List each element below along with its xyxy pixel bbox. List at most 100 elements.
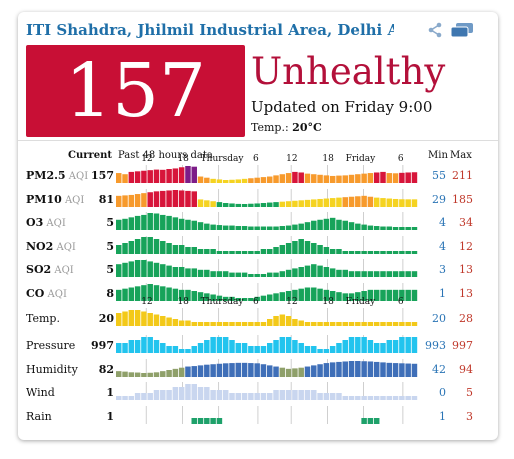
bar bbox=[373, 396, 380, 400]
station-title[interactable]: ITI Shahdra, Jhilmil Industrial Area, De… bbox=[26, 21, 394, 39]
bar bbox=[160, 371, 166, 377]
bar bbox=[147, 213, 153, 230]
aqi-value-box: 157 bbox=[26, 45, 245, 137]
max-value-pressure: 997 bbox=[452, 339, 473, 352]
sparkline-humidity[interactable] bbox=[116, 359, 418, 377]
bar bbox=[342, 175, 348, 183]
bar bbox=[298, 367, 304, 377]
bar bbox=[210, 322, 216, 326]
row-label-no2: NO2 AQI bbox=[26, 240, 76, 253]
bar bbox=[116, 371, 122, 377]
max-value-pm10: 185 bbox=[452, 193, 473, 206]
bar bbox=[254, 363, 260, 377]
bar bbox=[116, 313, 122, 326]
bar bbox=[229, 203, 235, 207]
row-label-pm10: PM10 AQI bbox=[26, 193, 84, 206]
bar bbox=[279, 292, 286, 301]
bar bbox=[197, 199, 204, 207]
sparkline-pressure[interactable] bbox=[116, 335, 418, 353]
bar bbox=[134, 260, 141, 277]
bar bbox=[386, 251, 393, 254]
bar bbox=[254, 226, 260, 230]
bar bbox=[222, 203, 229, 207]
bar bbox=[380, 198, 386, 207]
bar bbox=[285, 337, 292, 353]
bar bbox=[304, 173, 311, 183]
bar bbox=[153, 285, 160, 301]
current-value-co: 8 bbox=[106, 287, 114, 300]
bar bbox=[298, 223, 304, 230]
bar bbox=[304, 322, 311, 326]
bar bbox=[128, 194, 135, 207]
bar bbox=[241, 178, 248, 183]
metric-name: Pressure bbox=[26, 339, 76, 352]
sparkline-co[interactable] bbox=[116, 283, 418, 301]
bar bbox=[178, 289, 185, 301]
bar bbox=[260, 364, 267, 377]
min-value-co: 1 bbox=[439, 287, 446, 300]
sparkline-rain[interactable] bbox=[116, 406, 418, 424]
bar bbox=[380, 226, 386, 230]
sparkline-o3[interactable] bbox=[116, 212, 418, 230]
bar bbox=[235, 272, 242, 277]
sparkline-pm25[interactable] bbox=[116, 165, 418, 183]
share-icon[interactable] bbox=[428, 22, 442, 38]
aqi-status: Unhealthy bbox=[251, 50, 446, 93]
row-label-so2: SO2 AQI bbox=[26, 263, 74, 276]
bar bbox=[329, 393, 336, 400]
bar bbox=[172, 217, 179, 230]
bar bbox=[210, 418, 216, 424]
bar bbox=[355, 271, 361, 277]
time-tick-label: 18 bbox=[177, 297, 189, 307]
bar bbox=[191, 291, 197, 301]
bar bbox=[373, 289, 380, 301]
row-label-humidity: Humidity bbox=[26, 363, 78, 376]
bar bbox=[116, 289, 122, 301]
bar bbox=[342, 322, 348, 326]
bar bbox=[323, 322, 330, 326]
window-icon[interactable] bbox=[450, 22, 474, 38]
bar bbox=[160, 190, 166, 207]
sparkline-wind[interactable] bbox=[116, 382, 418, 400]
bar bbox=[204, 177, 210, 183]
min-value-pressure: 993 bbox=[425, 339, 446, 352]
bar bbox=[204, 322, 210, 326]
bar bbox=[323, 267, 330, 277]
bar bbox=[222, 225, 229, 230]
bar bbox=[355, 196, 361, 207]
bar bbox=[172, 368, 179, 377]
sparkline-no2[interactable] bbox=[116, 236, 418, 254]
sparkline-so2[interactable] bbox=[116, 259, 418, 277]
bar bbox=[267, 365, 273, 377]
sparkline-temp[interactable] bbox=[116, 308, 418, 326]
bar bbox=[166, 346, 172, 353]
bar bbox=[216, 271, 223, 277]
bar bbox=[191, 322, 197, 326]
bar bbox=[273, 366, 279, 377]
current-value-pm10: 81 bbox=[98, 193, 114, 206]
bar bbox=[241, 298, 248, 301]
bar bbox=[141, 214, 147, 230]
bar bbox=[267, 226, 273, 230]
bar bbox=[411, 396, 418, 400]
bar bbox=[241, 343, 248, 353]
bar bbox=[229, 322, 235, 326]
bar bbox=[292, 241, 298, 254]
bar bbox=[336, 219, 342, 230]
time-tick-label: 12 bbox=[286, 154, 298, 164]
bar bbox=[267, 393, 273, 400]
bar bbox=[153, 191, 160, 207]
bar bbox=[348, 293, 355, 301]
metric-name: Rain bbox=[26, 410, 52, 423]
bar bbox=[197, 418, 204, 424]
time-tick-label: Friday bbox=[345, 297, 376, 307]
bar bbox=[191, 166, 197, 183]
bar bbox=[399, 251, 405, 254]
max-value-humidity: 94 bbox=[459, 363, 473, 376]
time-tick-label: 6 bbox=[252, 297, 259, 307]
sparkline-pm10[interactable] bbox=[116, 189, 418, 207]
bar bbox=[373, 418, 380, 424]
bar bbox=[191, 384, 197, 400]
updated-time: Updated on Friday 9:00 bbox=[251, 98, 433, 116]
bar bbox=[147, 192, 153, 207]
